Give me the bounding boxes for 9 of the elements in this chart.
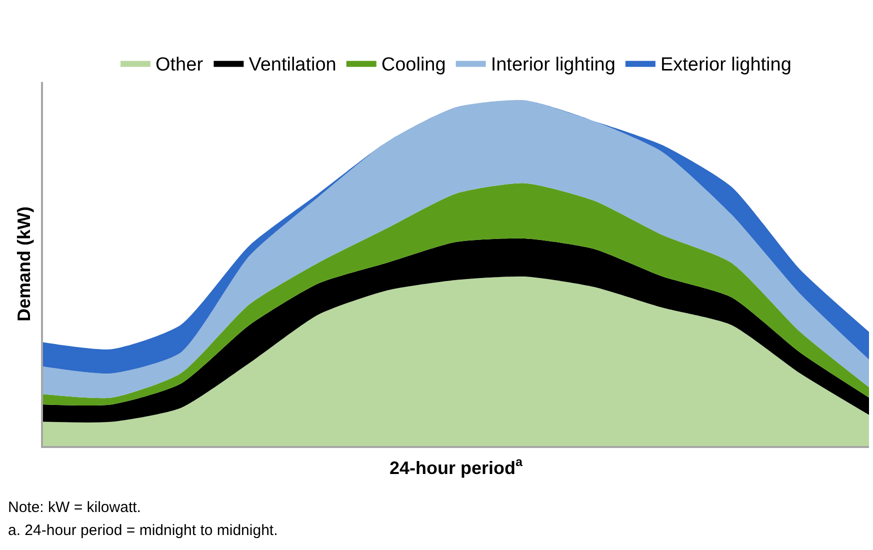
legend-label: Exterior lighting [660, 54, 792, 76]
text: a. 24-hour period = midnight to midnight. [8, 522, 278, 539]
legend-label: Interior lighting [490, 54, 616, 76]
legend-label: Cooling [381, 54, 446, 76]
y-axis-title: Demand (kW) [14, 206, 34, 322]
x-axis-title: 24-hour period$^{a}$ [389, 455, 524, 478]
text: Note: kW = kilowatt. [8, 499, 141, 516]
legend-label: Ventilation [248, 54, 336, 76]
legend-label: Other [156, 54, 204, 76]
